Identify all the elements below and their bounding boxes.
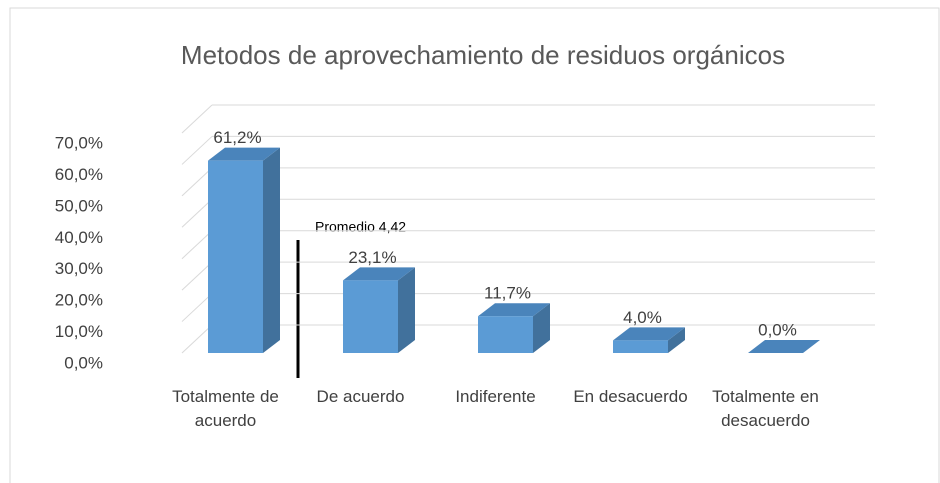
data-label: 61,2% (213, 128, 261, 147)
x-tick-label: Indiferente (455, 387, 536, 406)
bar-side (263, 147, 280, 353)
bar (208, 147, 280, 353)
y-tick-label: 70,0% (55, 133, 103, 152)
x-tick-label: Totalmente en desacuerdo (712, 387, 819, 430)
grid-line (181, 167, 213, 197)
bar-top (478, 303, 550, 317)
grid-line (181, 230, 213, 260)
chart-title: Metodos de aprovechamiento de residuos o… (181, 40, 785, 70)
grid-line (181, 261, 213, 291)
y-tick-label: 30,0% (55, 259, 103, 278)
y-tick-label: 10,0% (55, 322, 103, 341)
bar-top (613, 327, 685, 341)
data-label: 23,1% (348, 248, 396, 267)
bar-top (208, 147, 280, 161)
y-tick-label: 60,0% (55, 165, 103, 184)
bar (748, 340, 820, 353)
bar (343, 267, 415, 353)
annotation: Promedio 4,42 (315, 219, 406, 235)
bar (478, 303, 550, 353)
x-tick-label: De acuerdo (316, 387, 405, 406)
data-label: 0,0% (758, 320, 797, 339)
grid-line (181, 136, 213, 165)
bar-front (613, 340, 668, 353)
chart-frame (9, 7, 940, 483)
y-tick-label: 0,0% (64, 353, 103, 372)
bar (613, 327, 685, 353)
x-tick-label: Totalmente de acuerdo (172, 387, 279, 430)
y-tick-label: 50,0% (55, 196, 103, 215)
data-label: 4,0% (623, 308, 662, 327)
bar-front (208, 160, 263, 353)
x-tick-label: En desacuerdo (573, 387, 688, 406)
y-tick-label: 40,0% (55, 228, 103, 247)
data-label: 11,7% (484, 284, 531, 303)
bar-top (748, 340, 820, 353)
bar-side (533, 303, 550, 353)
bar-side (398, 267, 415, 353)
grid-line (181, 293, 213, 322)
bar-front (343, 280, 398, 353)
bar-side (668, 327, 685, 353)
y-tick-label: 20,0% (55, 291, 103, 310)
grid-line (181, 198, 213, 228)
bar-top (343, 267, 415, 281)
grid-line (181, 104, 213, 134)
bar-front (478, 316, 533, 353)
grid-line (181, 324, 213, 354)
